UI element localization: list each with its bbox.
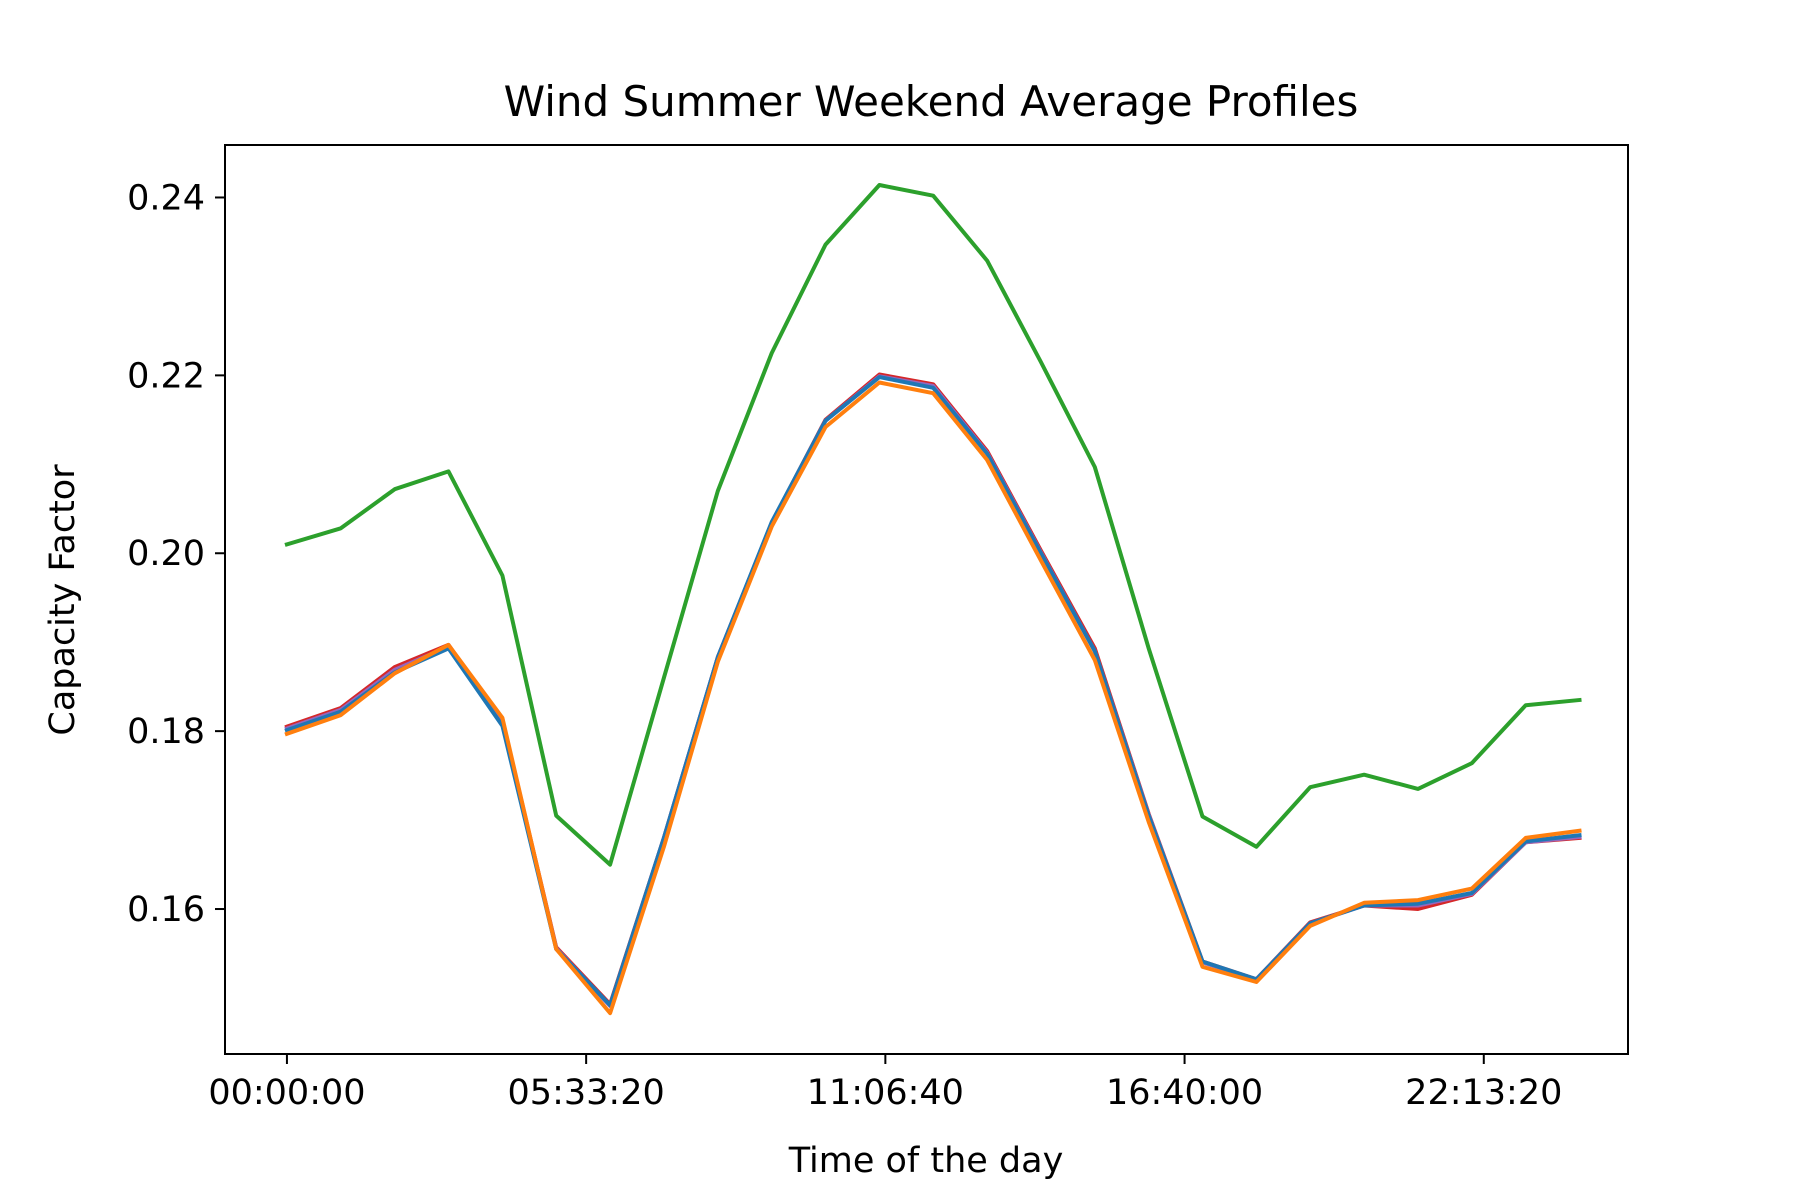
- x-axis: 00:00:00 05:33:20 11:06:40 16:40:00 22:13:20: [208, 1054, 1562, 1113]
- y-axis: 0.16 0.18 0.20 0.22 0.24: [127, 178, 225, 930]
- chart-title: Wind Summer Weekend Average Profiles: [504, 77, 1359, 126]
- y-tick-label: 0.24: [127, 178, 205, 218]
- y-tick-label: 0.16: [127, 890, 205, 930]
- x-tick-label: 16:40:00: [1106, 1073, 1263, 1113]
- y-tick-label: 0.18: [127, 712, 205, 752]
- y-tick-label: 0.22: [127, 356, 205, 396]
- x-axis-label: Time of the day: [788, 1141, 1064, 1181]
- series-layer: [284, 183, 1582, 1016]
- y-tick-label: 0.20: [127, 534, 205, 574]
- x-tick-label: 22:13:20: [1405, 1073, 1562, 1113]
- series-line-4: [284, 183, 1582, 867]
- x-tick-label: 05:33:20: [508, 1073, 665, 1113]
- x-tick-label: 00:00:00: [208, 1073, 365, 1113]
- plot-frame: [224, 144, 1629, 1055]
- series-line-5: [284, 380, 1582, 1016]
- x-tick-label: 11:06:40: [807, 1073, 964, 1113]
- y-axis-label: Capacity Factor: [43, 464, 83, 736]
